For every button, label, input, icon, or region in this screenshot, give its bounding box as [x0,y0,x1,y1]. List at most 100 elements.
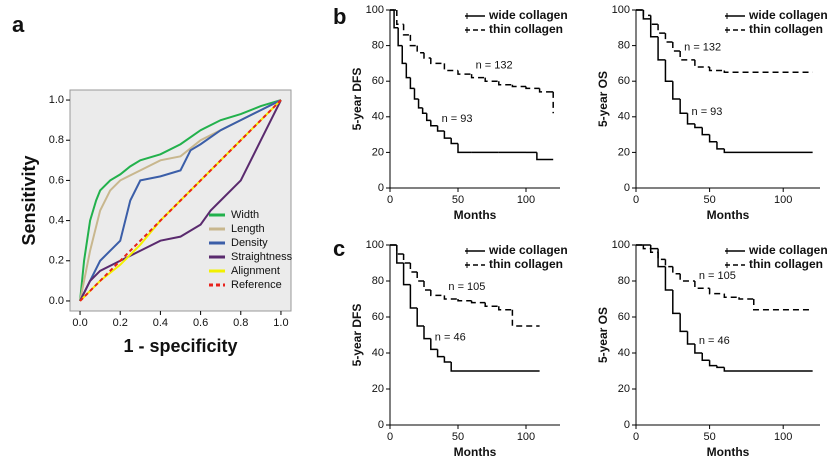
x-axis-title: Months [707,445,750,459]
survival-step [393,10,399,29]
legend-label: wide collagen [748,8,828,22]
y-tick-label: 20 [618,383,630,395]
survival-step [421,107,427,114]
survival-step [649,18,659,38]
legend-label: thin collagen [749,257,823,271]
legend-label: Width [231,209,259,221]
y-tick-label: 40 [618,111,630,123]
survival-step [657,24,666,34]
legend-label: Density [231,237,268,249]
survival-step [396,10,404,25]
survival-step [401,45,407,65]
legend-label: Alignment [231,265,280,277]
survival-step [694,344,703,354]
survival-step [686,331,695,345]
survival-step [642,10,651,20]
survival-step [443,295,458,300]
survival-step [679,273,695,282]
y-tick-label: 0.0 [49,295,64,307]
y-tick-label: 0 [624,419,630,431]
roc-curve [79,99,282,302]
survival-step [657,248,666,268]
legend-label: thin collagen [489,257,563,271]
survival-step [642,245,651,250]
y-tick-label: 100 [366,4,384,16]
x-tick-label: 100 [774,194,792,206]
panel-label: c [333,236,345,261]
panel-label: b [333,4,346,29]
legend-label: wide collagen [748,243,828,257]
survival-step [738,297,754,300]
x-tick-label: 0 [633,194,639,206]
x-tick-label: 0 [633,431,639,443]
survival-step [409,77,415,90]
survival-step [511,309,540,327]
survival-step [657,36,666,61]
survival-step [470,300,486,304]
y-tick-label: 80 [372,40,384,52]
survival-step [672,81,681,100]
y-axis-title: 5-year OS [596,71,610,127]
y-tick-label: 0 [378,419,384,431]
count-annotation: n = 105 [448,281,485,293]
survival-step [723,70,813,74]
survival-step [470,74,486,79]
x-tick-label: 0.0 [72,317,87,329]
x-tick-label: 100 [774,431,792,443]
survival-step [430,120,438,127]
survival-step [664,59,673,82]
survival-step [686,113,695,125]
survival-step [723,148,813,154]
survival-step [649,248,659,253]
y-tick-label: 0.6 [49,174,64,186]
x-axis-title: Months [707,208,750,222]
y-tick-label: 40 [618,347,630,359]
survival-step [664,266,673,291]
survival-step [430,290,445,297]
y-axis-title: 5-year DFS [350,68,364,131]
y-tick-label: 20 [372,146,384,158]
survival-step [525,86,540,90]
x-axis-title: Months [454,445,497,459]
survival-step [430,58,445,65]
survival-step [417,99,423,109]
survival-step [402,254,411,264]
x-tick-label: 100 [517,194,535,206]
x-tick-label: 1.0 [273,317,288,329]
survival-step [664,33,673,43]
survival-step [423,52,431,59]
roc-curve [79,99,282,302]
survival-step [405,63,411,79]
x-tick-label: 50 [452,431,464,443]
count-annotation: n = 132 [476,60,513,72]
survival-step [443,63,458,72]
x-tick-label: 0 [387,194,393,206]
survival-step [423,326,431,340]
survival-step [679,313,688,333]
survival-step [457,143,472,154]
survival-step [430,338,438,351]
survival-step [723,293,740,298]
survival-step [416,308,424,327]
survival-step [397,27,403,47]
count-annotation: n = 105 [699,270,736,282]
survival-step [498,306,513,311]
y-tick-label: 100 [612,4,630,16]
legend-label: Straightness [231,251,293,263]
survival-step [484,77,499,82]
y-tick-label: 0.8 [49,134,64,146]
y-tick-label: 0 [378,182,384,194]
survival-step [457,299,472,302]
y-tick-label: 60 [372,75,384,87]
count-annotation: n = 93 [442,113,473,125]
y-axis-title: Sensitivity [19,155,39,245]
survival-step [538,88,551,93]
legend-label: Reference [231,279,282,291]
survival-step [536,152,554,161]
roc-curve [79,99,282,302]
y-tick-label: 60 [618,311,630,323]
survival-step [694,59,710,68]
roc-curve [79,99,282,302]
survival-step [708,66,725,72]
